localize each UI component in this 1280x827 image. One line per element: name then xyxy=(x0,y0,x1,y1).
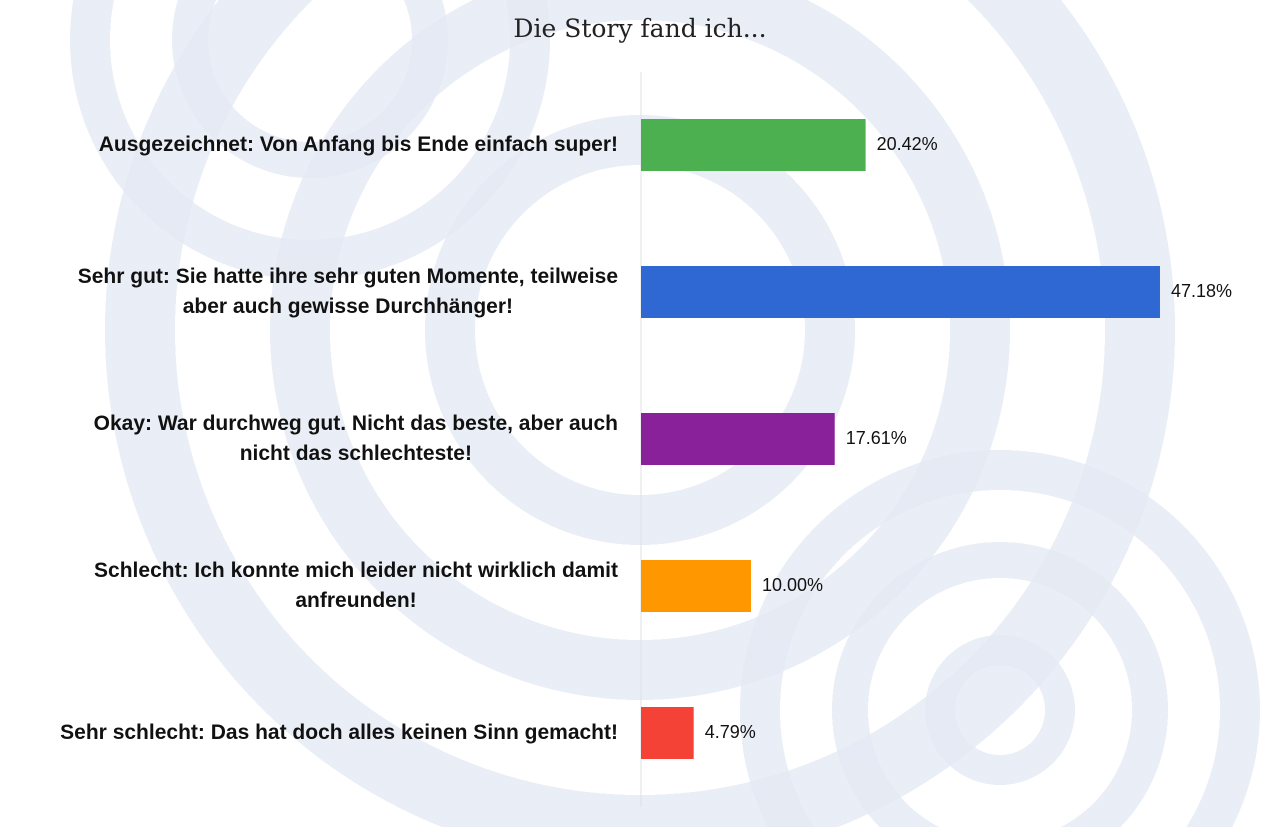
category-label-line: nicht das schlechteste! xyxy=(239,442,472,465)
data-label: 17.61% xyxy=(845,428,907,448)
category-label-line: Sehr gut: Sie hatte ihre sehr guten Mome… xyxy=(77,265,618,288)
category-label-line: Schlecht: Ich konnte mich leider nicht w… xyxy=(94,559,618,582)
category-label-text: Schlecht: Ich konnte mich leider nicht w… xyxy=(94,556,618,616)
data-label: 10.00% xyxy=(762,575,824,595)
chart-title: Die Story fand ich... xyxy=(513,14,767,43)
category-label: Sehr gut: Sie hatte ihre sehr guten Mome… xyxy=(78,262,618,322)
category-label-line: Sehr schlecht: Das hat doch alles keinen… xyxy=(60,721,618,744)
category-label-text: Ausgezeichnet: Von Anfang bis Ende einfa… xyxy=(99,130,618,160)
category-label: Sehr schlecht: Das hat doch alles keinen… xyxy=(60,703,618,763)
bar xyxy=(641,413,835,465)
category-label-line: Ausgezeichnet: Von Anfang bis Ende einfa… xyxy=(98,133,618,156)
category-label: Okay: War durchweg gut. Nicht das beste,… xyxy=(94,409,618,469)
bar xyxy=(641,119,866,171)
category-label: Schlecht: Ich konnte mich leider nicht w… xyxy=(94,556,618,616)
bar xyxy=(641,266,1160,318)
category-label-text: Sehr schlecht: Das hat doch alles keinen… xyxy=(60,718,618,748)
category-label-line: anfreunden! xyxy=(295,589,417,612)
data-label: 20.42% xyxy=(876,134,938,154)
data-label: 4.79% xyxy=(704,722,756,742)
category-label-line: Okay: War durchweg gut. Nicht das beste,… xyxy=(93,412,618,435)
category-label: Ausgezeichnet: Von Anfang bis Ende einfa… xyxy=(99,115,618,175)
category-label-line: aber auch gewisse Durchhänger! xyxy=(182,295,513,318)
category-label-text: Okay: War durchweg gut. Nicht das beste,… xyxy=(94,409,618,469)
category-label-text: Sehr gut: Sie hatte ihre sehr guten Mome… xyxy=(78,262,618,322)
data-label: 47.18% xyxy=(1170,281,1233,301)
bar xyxy=(641,560,751,612)
bar xyxy=(641,707,694,759)
